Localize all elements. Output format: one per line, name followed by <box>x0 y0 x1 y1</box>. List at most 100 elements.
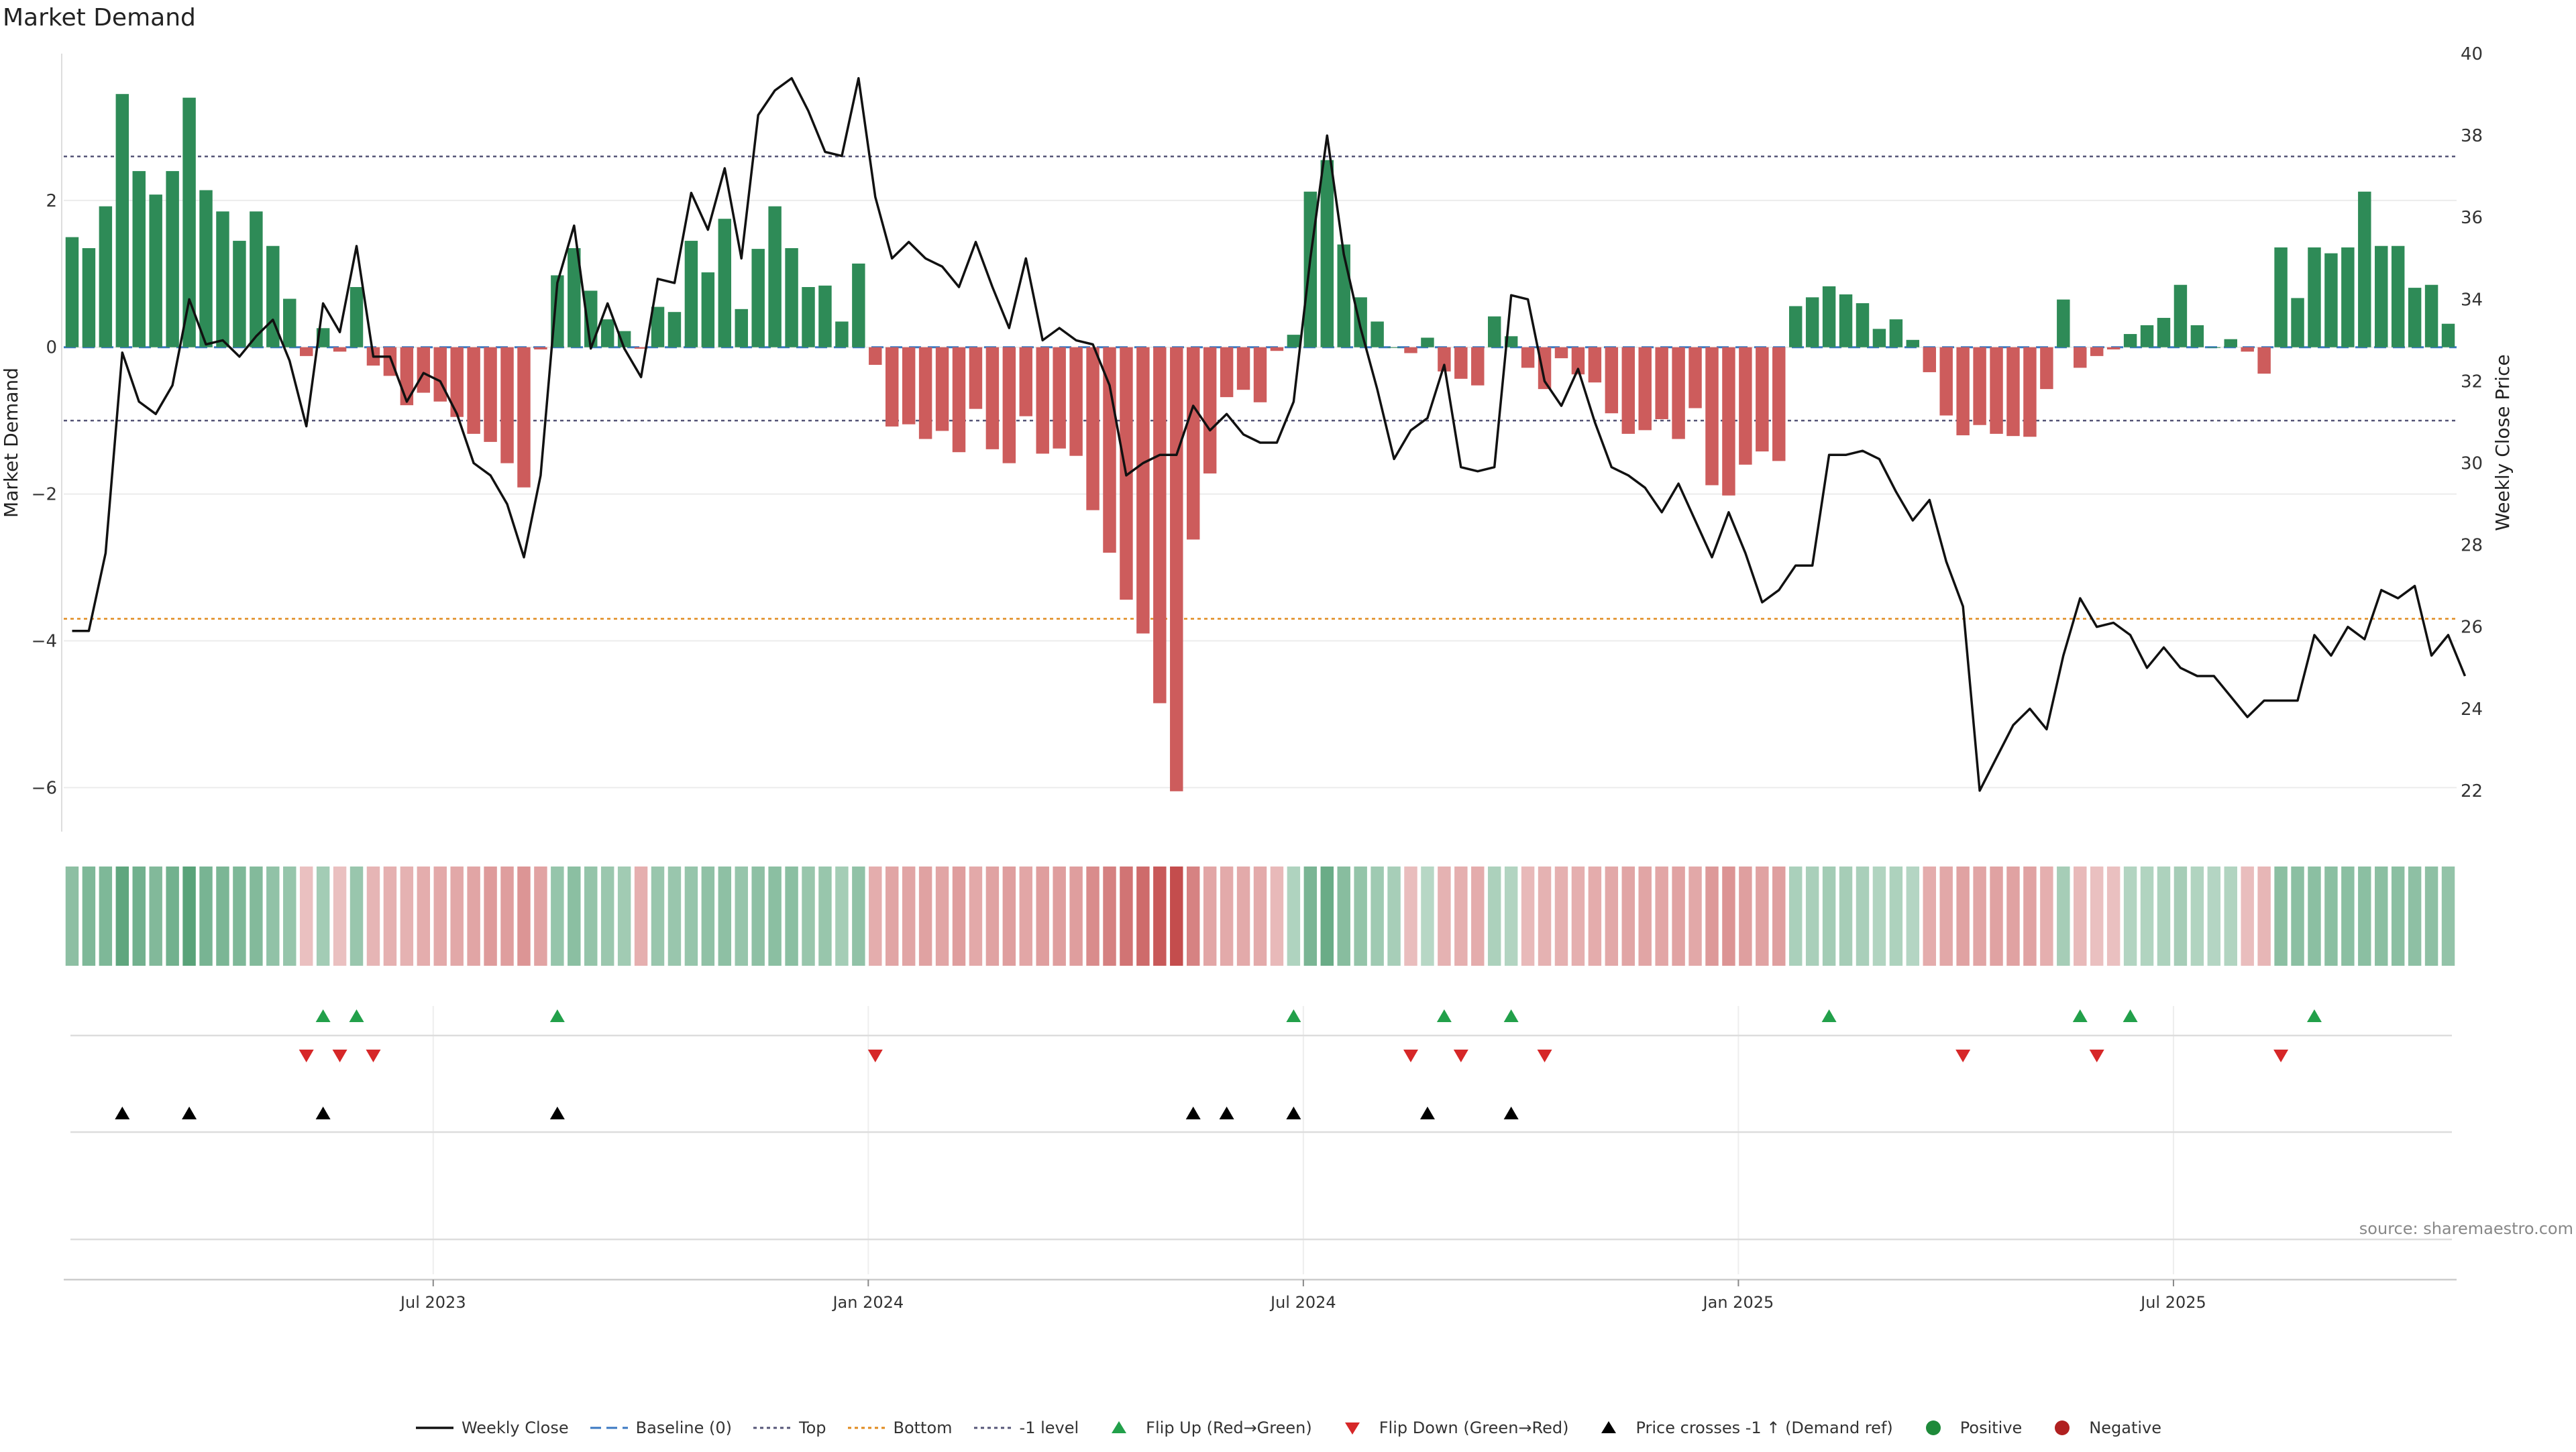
price-cross-marker <box>1503 1107 1519 1119</box>
demand-bar <box>2140 325 2154 347</box>
legend-label: Flip Down (Green→Red) <box>1379 1418 1569 1437</box>
heat-cell <box>233 867 246 966</box>
heat-cell <box>2424 867 2438 966</box>
demand-bar <box>250 211 263 347</box>
heat-cell <box>2358 867 2371 966</box>
heat-cell <box>1554 867 1568 966</box>
demand-bar <box>2241 347 2254 352</box>
demand-bar <box>2224 339 2237 347</box>
demand-bar <box>2375 245 2388 347</box>
flip-up-marker <box>2072 1009 2088 1022</box>
heat-cell <box>1839 867 1853 966</box>
heat-cell <box>1053 867 1066 966</box>
heat-cell <box>1120 867 1133 966</box>
flip-down-marker <box>2273 1050 2289 1062</box>
legend-item: Weekly Close <box>415 1418 569 1437</box>
demand-bar <box>115 94 129 347</box>
heat-cell <box>1538 867 1552 966</box>
heat-cell <box>2074 867 2087 966</box>
heat-cell <box>299 867 313 966</box>
demand-bar <box>918 347 932 439</box>
y2-tick-label: 28 <box>2461 536 2483 556</box>
demand-bar <box>718 219 732 347</box>
heat-cell <box>2090 867 2104 966</box>
legend-circle <box>2055 1420 2070 1435</box>
demand-bar <box>166 171 179 347</box>
heat-cell <box>166 867 179 966</box>
y2-tick-label: 38 <box>2461 126 2483 146</box>
demand-bar <box>1287 335 1301 347</box>
demand-bar <box>785 248 798 347</box>
demand-bar <box>299 347 313 356</box>
demand-bar <box>1571 347 1585 375</box>
legend-item: Negative <box>2042 1418 2161 1437</box>
legend-swatch <box>753 1427 791 1429</box>
heat-cell <box>1638 867 1652 966</box>
flip-down-marker <box>332 1050 347 1062</box>
flip-up-marker <box>349 1009 364 1022</box>
heat-cell <box>1086 867 1099 966</box>
demand-bar <box>969 347 983 409</box>
demand-bar <box>2408 288 2422 347</box>
demand-bar <box>835 321 849 347</box>
heat-cell <box>82 867 96 966</box>
y-tick-label: 0 <box>46 338 57 358</box>
legend-label: Negative <box>2089 1418 2162 1437</box>
legend-triangle <box>1601 1421 1617 1433</box>
heat-cell <box>902 867 916 966</box>
heat-cell <box>1019 867 1033 966</box>
heat-cell <box>1170 867 1183 966</box>
demand-bar <box>2207 347 2221 348</box>
heat-cell <box>1923 867 1936 966</box>
heat-cell <box>1756 867 1769 966</box>
demand-bar <box>2090 347 2104 356</box>
legend-label: Baseline (0) <box>635 1418 732 1437</box>
demand-bar <box>1538 347 1552 390</box>
legend-triangle <box>1112 1421 1127 1433</box>
heat-cell <box>985 867 1000 966</box>
legend-swatch <box>590 1427 628 1429</box>
demand-bar <box>216 211 229 347</box>
flip-down-marker <box>867 1050 883 1062</box>
heat-cell <box>969 867 983 966</box>
flip-up-marker <box>2123 1009 2138 1022</box>
heat-cell <box>785 867 798 966</box>
flip-up-marker <box>1821 1009 1837 1022</box>
demand-bar <box>500 347 514 463</box>
legend-label: Price crosses -1 ↑ (Demand ref) <box>1635 1418 1893 1437</box>
heat-cell <box>283 867 297 966</box>
demand-bar <box>1337 244 1350 347</box>
demand-bar <box>600 319 614 347</box>
heat-cell <box>869 867 882 966</box>
heat-cell <box>735 867 748 966</box>
demand-bar <box>1371 321 1384 347</box>
demand-bar <box>233 241 246 347</box>
demand-bar <box>568 248 581 347</box>
heat-cell <box>1454 867 1468 966</box>
demand-bar <box>1872 329 1886 347</box>
demand-bar <box>869 347 882 365</box>
demand-bar <box>1421 337 1434 347</box>
heat-cell <box>835 867 849 966</box>
heat-cell <box>1404 867 1417 966</box>
demand-bar <box>852 263 865 347</box>
heat-cell <box>1337 867 1350 966</box>
y-tick-label: 2 <box>46 191 57 211</box>
heat-cell <box>617 867 631 966</box>
y-tick-label: −2 <box>32 485 57 505</box>
heat-cell <box>2241 867 2254 966</box>
demand-bar <box>1253 347 1267 402</box>
demand-bar <box>651 306 665 347</box>
legend-swatch <box>415 1427 453 1429</box>
heat-cell <box>1421 867 1434 966</box>
legend-label: Weekly Close <box>461 1418 569 1437</box>
demand-bar <box>617 331 631 347</box>
legend-item: -1 level <box>973 1418 1079 1437</box>
demand-bar <box>1805 297 1819 347</box>
demand-bar <box>1990 347 2003 434</box>
demand-bar <box>417 347 431 393</box>
y2-tick-label: 32 <box>2461 372 2483 392</box>
demand-bar <box>400 347 414 406</box>
legend-item: Flip Down (Green→Red) <box>1332 1418 1569 1437</box>
flip-down-marker <box>1537 1050 1552 1062</box>
